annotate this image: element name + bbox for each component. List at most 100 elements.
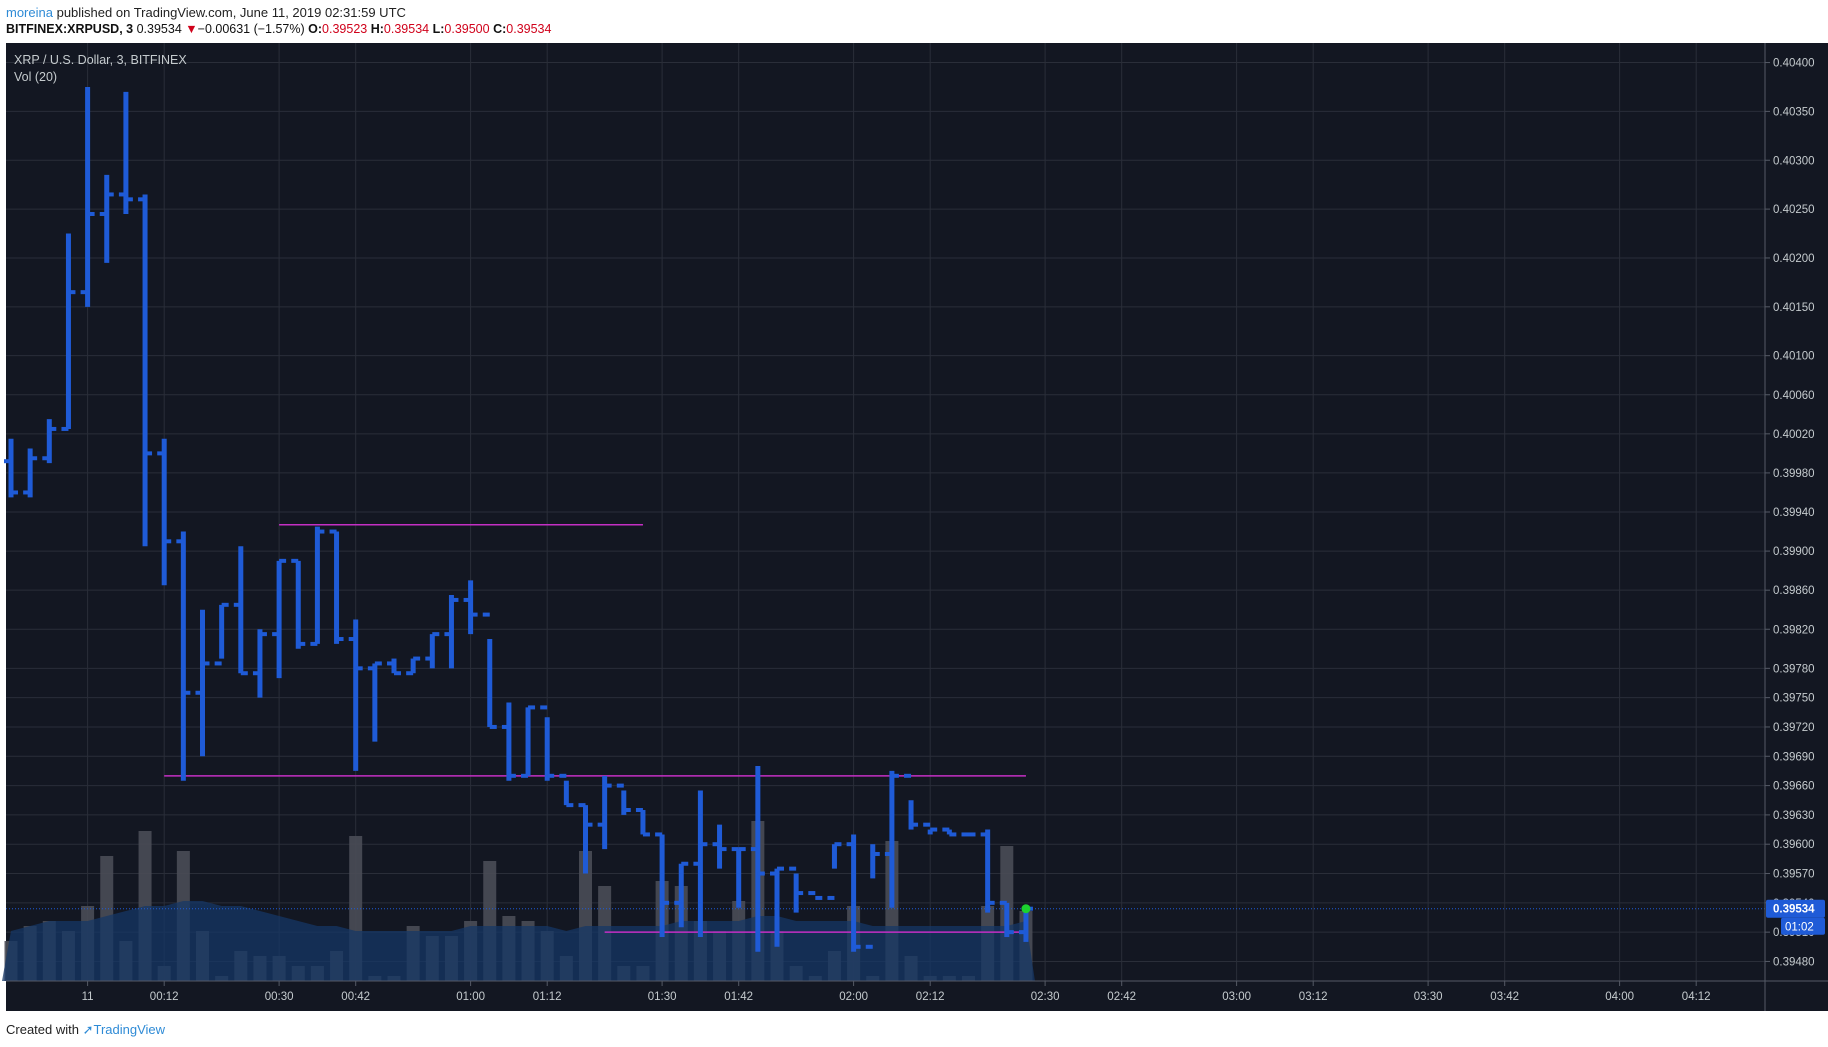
footer: Created with ➚TradingView bbox=[6, 1022, 165, 1038]
high-value: 0.39534 bbox=[383, 22, 430, 36]
time-axis-label: 03:30 bbox=[1414, 991, 1443, 1003]
price-axis-label: 0.39750 bbox=[1773, 693, 1815, 705]
time-axis-label: 01:00 bbox=[456, 991, 485, 1003]
ohlc-bar bbox=[367, 661, 382, 742]
price-axis-label: 0.40020 bbox=[1773, 429, 1815, 441]
price-change: −0.00631 (−1.57%) bbox=[197, 22, 305, 36]
time-axis-label: 00:12 bbox=[150, 991, 179, 1003]
ohlc-bar bbox=[827, 842, 842, 900]
price-axis-label: 0.40400 bbox=[1773, 58, 1815, 70]
ohlc-bar bbox=[712, 824, 727, 869]
ohlc-bar bbox=[578, 803, 593, 874]
ohlc-bar bbox=[521, 705, 536, 778]
price-axis-label: 0.39980 bbox=[1773, 468, 1815, 480]
last-price-tag-label: 0.39534 bbox=[1773, 904, 1815, 916]
ohlc-bar bbox=[597, 775, 612, 850]
ohlc-bar bbox=[157, 438, 172, 586]
created-with-label: Created with bbox=[6, 1022, 79, 1037]
price-axis-label: 0.39720 bbox=[1773, 722, 1815, 734]
open-label: O: bbox=[308, 22, 323, 36]
ohlc-bar bbox=[904, 773, 919, 830]
time-axis-label: 02:30 bbox=[1031, 991, 1060, 1003]
publish-info: moreina published on TradingView.com, Ju… bbox=[6, 5, 406, 20]
price-axis-label: 0.40200 bbox=[1773, 253, 1815, 265]
time-axis-label: 04:00 bbox=[1605, 991, 1634, 1003]
ohlc-bar bbox=[310, 526, 325, 646]
price-tags: 0.39534 01:02 bbox=[1766, 899, 1825, 935]
volume-indicator-label: Vol (20) bbox=[14, 70, 57, 84]
price-axis-background[interactable] bbox=[1765, 43, 1828, 1011]
time-axis-label: 04:12 bbox=[1682, 991, 1711, 1003]
price-axis-label: 0.40150 bbox=[1773, 302, 1815, 314]
ohlc-bar bbox=[808, 891, 823, 900]
ohlc-bar bbox=[118, 91, 133, 214]
time-axis-label: 02:12 bbox=[916, 991, 945, 1003]
ohlc-bar bbox=[80, 86, 95, 307]
price-axis-label: 0.39570 bbox=[1773, 869, 1815, 881]
time-axis-label: 03:12 bbox=[1299, 991, 1328, 1003]
ohlc-bar bbox=[425, 632, 440, 669]
close-label: C: bbox=[493, 22, 507, 36]
price-axis-label: 0.40300 bbox=[1773, 155, 1815, 167]
price-axis-label: 0.39820 bbox=[1773, 624, 1815, 636]
price-axis-label: 0.39480 bbox=[1773, 956, 1815, 968]
close-value: 0.39534 bbox=[506, 22, 552, 36]
price-axis-label: 0.39600 bbox=[1773, 839, 1815, 851]
price-axis-label: 0.39860 bbox=[1773, 585, 1815, 597]
time-axis-label: 01:30 bbox=[648, 991, 677, 1003]
last-price: 0.39534 bbox=[136, 22, 182, 36]
time-axis-label: 02:00 bbox=[839, 991, 868, 1003]
price-axis-label: 0.39690 bbox=[1773, 751, 1815, 763]
time-axis-label: 03:42 bbox=[1490, 991, 1519, 1003]
ohlc-bar bbox=[482, 612, 497, 729]
tradingview-link[interactable]: TradingView bbox=[93, 1022, 166, 1037]
time-axis-label: 01:12 bbox=[533, 991, 562, 1003]
ohlc-bar bbox=[846, 834, 861, 952]
current-price-dot-icon bbox=[1021, 904, 1031, 914]
ohlc-bars bbox=[4, 86, 1033, 952]
symbol-label: BITFINEX:XRPUSD, 3 bbox=[6, 22, 134, 36]
ohlc-bar bbox=[444, 595, 459, 669]
ohlc-bar bbox=[348, 619, 363, 771]
ohlc-bar bbox=[693, 790, 708, 938]
price-axis-label: 0.39900 bbox=[1773, 546, 1815, 558]
time-axis-label: 00:42 bbox=[341, 991, 370, 1003]
ohlc-bar bbox=[4, 438, 18, 498]
last-price-tag bbox=[1766, 899, 1825, 918]
low-value: 0.39500 bbox=[444, 22, 490, 36]
ohlc-bar bbox=[329, 529, 344, 644]
ohlc-bar bbox=[999, 900, 1014, 938]
author-link[interactable]: moreina bbox=[6, 5, 53, 20]
ohlc-bar bbox=[291, 558, 306, 649]
ohlc-bar bbox=[731, 847, 746, 908]
low-label: L: bbox=[432, 22, 445, 36]
price-axis-label: 0.39660 bbox=[1773, 781, 1815, 793]
ohlc-bar bbox=[233, 546, 248, 676]
price-axis-label: 0.40350 bbox=[1773, 106, 1815, 118]
ohlc-bar bbox=[463, 580, 478, 635]
open-value: 0.39523 bbox=[322, 22, 368, 36]
ohlc-bar bbox=[61, 233, 76, 431]
countdown-tag bbox=[1781, 917, 1825, 935]
tradingview-logo-icon[interactable]: ➚ bbox=[82, 1022, 94, 1037]
price-axis-label: 0.39780 bbox=[1773, 663, 1815, 675]
ohlc-bar bbox=[272, 558, 287, 679]
time-axis: 11 00:12 00:30 00:42 01:00 01:12 01:30 01:42 02:… bbox=[82, 981, 1711, 1003]
countdown-tag-label: 01:02 bbox=[1785, 922, 1814, 934]
ohlc-bar bbox=[655, 832, 670, 938]
ohlc-bar bbox=[138, 194, 153, 547]
ohlc-bar bbox=[980, 829, 995, 913]
time-axis-label: 00:30 bbox=[265, 991, 294, 1003]
ohlc-bar bbox=[789, 866, 804, 913]
chart-borders bbox=[6, 43, 1828, 1011]
price-axis-label: 0.40100 bbox=[1773, 351, 1815, 363]
symbol-summary: BITFINEX:XRPUSD, 3 0.39534 ▼−0.00631 (−1… bbox=[6, 22, 551, 36]
ohlc-bar bbox=[99, 174, 114, 263]
price-axis-label: 0.39630 bbox=[1773, 810, 1815, 822]
time-axis-background[interactable] bbox=[6, 981, 1765, 1011]
ohlc-bar bbox=[540, 705, 555, 781]
ohlc-bar bbox=[616, 783, 631, 815]
ohlc-bar bbox=[559, 773, 574, 808]
ohlc-bar bbox=[635, 808, 650, 837]
